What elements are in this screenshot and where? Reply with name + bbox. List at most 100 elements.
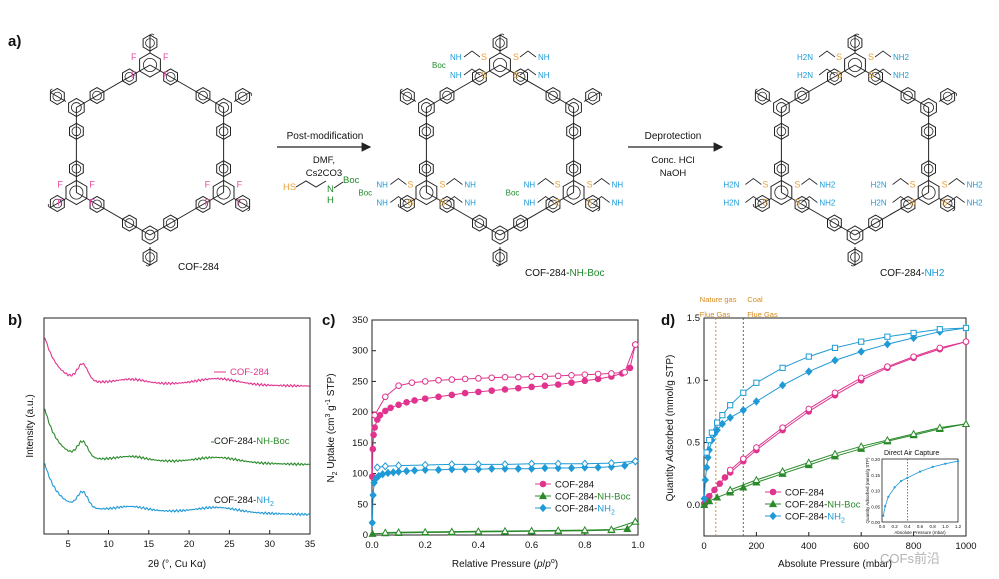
xrd-y-label: Intensity (a.u.) bbox=[25, 394, 36, 457]
xrd-x-tick-label: 30 bbox=[264, 539, 275, 550]
n2-adsorption-point bbox=[389, 468, 397, 477]
inset-point bbox=[884, 505, 887, 508]
aromatic-circle bbox=[797, 199, 807, 210]
inset-y-tick-label: 0.20 bbox=[871, 457, 880, 462]
aromatic-circle bbox=[548, 199, 558, 210]
aromatic-circle bbox=[850, 38, 860, 48]
co2-desorption-point bbox=[831, 344, 839, 351]
phenyl-ring bbox=[774, 160, 789, 178]
co2-desorption-point bbox=[719, 412, 726, 419]
co2-adsorption-point bbox=[721, 474, 729, 481]
legend-marker bbox=[769, 511, 777, 521]
aromatic-circle bbox=[921, 185, 936, 200]
co2-desorption-point bbox=[858, 338, 865, 345]
phenyl-ring bbox=[566, 122, 581, 140]
fluorine-atom: F bbox=[57, 180, 63, 190]
co2-desorption-point bbox=[703, 449, 710, 456]
aromatic-circle bbox=[474, 218, 485, 228]
co2-desorption-point bbox=[857, 374, 865, 382]
wavy-bond bbox=[954, 92, 958, 97]
n2-desorption-point bbox=[474, 527, 483, 535]
n2-adsorption-point bbox=[488, 464, 496, 473]
n2-desorption-point bbox=[395, 382, 402, 390]
co2-desorption-point bbox=[727, 402, 734, 409]
panel-d-label: d) bbox=[661, 312, 675, 329]
arm-bond bbox=[938, 198, 955, 208]
aromatic-circle bbox=[69, 185, 84, 200]
framework-bond bbox=[426, 192, 501, 236]
co2-desorption-point bbox=[935, 423, 944, 431]
ethyl-linker bbox=[537, 196, 554, 203]
sulfur-atom: S bbox=[836, 70, 842, 80]
n2-desorption-point bbox=[408, 379, 416, 386]
aromatic-circle bbox=[757, 198, 768, 209]
aromatic-circle bbox=[568, 163, 579, 174]
sulfur-atom: S bbox=[794, 198, 800, 208]
ethyl-linker bbox=[390, 178, 407, 185]
inset-point bbox=[893, 486, 896, 489]
panel-d-co2-isotherm: d) 0 200 400 600 800 1000 0.0 0.5 1.0 1.5 Nature … bbox=[661, 295, 977, 570]
aromatic-circle bbox=[568, 126, 579, 137]
aromatic-circle bbox=[495, 252, 505, 262]
n2-desorption-point bbox=[501, 373, 509, 381]
sulfur-atom: S bbox=[439, 198, 445, 208]
step2-title: Deprotection bbox=[645, 131, 702, 142]
co2-desorption-point bbox=[804, 458, 813, 466]
fluorine-atom: F bbox=[57, 198, 63, 208]
sulfur-atom: S bbox=[513, 52, 519, 62]
ethyl-linker bbox=[892, 178, 909, 185]
inset-x-label: Absolute Pressure (mbar) bbox=[894, 530, 946, 535]
ethyl-linker bbox=[593, 178, 610, 185]
wavy-bond bbox=[754, 88, 758, 93]
aromatic-circle bbox=[92, 199, 102, 210]
aromatic-circle bbox=[850, 252, 860, 262]
aromatic-circle bbox=[218, 102, 229, 113]
ethyl-linker bbox=[593, 196, 610, 203]
inset-title: Direct Air Capture bbox=[884, 450, 939, 457]
phenyl-ring bbox=[122, 68, 137, 86]
watermark: COFs前沿 bbox=[880, 551, 940, 566]
inset-curve bbox=[882, 460, 959, 516]
fluorine-atom: F bbox=[163, 52, 169, 62]
inset-x-tick-label: 1.2 bbox=[955, 524, 962, 529]
phenyl-ring bbox=[827, 68, 842, 86]
co2-x-label: Absolute Pressure (mbar) bbox=[778, 559, 892, 570]
co2-adsorption-point bbox=[700, 500, 709, 508]
fluorine-atom: F bbox=[237, 198, 243, 208]
legend-label: COF-284-NH2 bbox=[785, 512, 845, 525]
xrd-series-label-cof-284-nh2: COF-284-NH2 bbox=[214, 495, 274, 508]
sulfur-atom: S bbox=[439, 180, 445, 190]
co2-desorption-point bbox=[740, 389, 747, 396]
step1-title: Post-modification bbox=[287, 131, 364, 142]
wavy-bond bbox=[247, 207, 251, 212]
phenyl-ring bbox=[195, 195, 211, 213]
amine-group: H2N bbox=[797, 53, 813, 62]
aromatic-circle bbox=[515, 72, 526, 82]
aromatic-circle bbox=[92, 90, 102, 101]
phenyl-ring bbox=[439, 87, 455, 105]
sulfur-atom: S bbox=[836, 52, 842, 62]
n2-desorption-point bbox=[581, 459, 589, 468]
co2-x-tick-label: 600 bbox=[853, 541, 869, 552]
amine-group: H2N bbox=[871, 181, 887, 190]
step2-reagent-1: Conc. HCl bbox=[651, 155, 694, 166]
sulfur-atom: S bbox=[407, 198, 413, 208]
n2-adsorption-point bbox=[434, 465, 443, 475]
framework-bond bbox=[426, 64, 501, 108]
aromatic-circle bbox=[124, 72, 135, 82]
n2-desorption-point bbox=[581, 371, 589, 378]
panel-c-label: c) bbox=[322, 312, 335, 329]
n2-desorption-point bbox=[475, 375, 482, 382]
step1-reagent-1: DMF, bbox=[313, 155, 335, 166]
inset-y-tick-label: 0.15 bbox=[871, 473, 880, 478]
co2-adsorption-point bbox=[909, 333, 918, 343]
framework-bond bbox=[854, 64, 929, 108]
co2-axes: 0 200 400 600 800 1000 0.0 0.5 1.0 1.5 bbox=[687, 313, 977, 552]
ethyl-linker bbox=[874, 68, 892, 76]
n2-desorption-point bbox=[371, 411, 378, 419]
co2-adsorption-point bbox=[705, 496, 714, 505]
legend-marker bbox=[768, 499, 778, 508]
core-ring bbox=[562, 179, 585, 206]
phenyl-ring bbox=[89, 195, 105, 213]
aromatic-circle bbox=[52, 198, 63, 209]
